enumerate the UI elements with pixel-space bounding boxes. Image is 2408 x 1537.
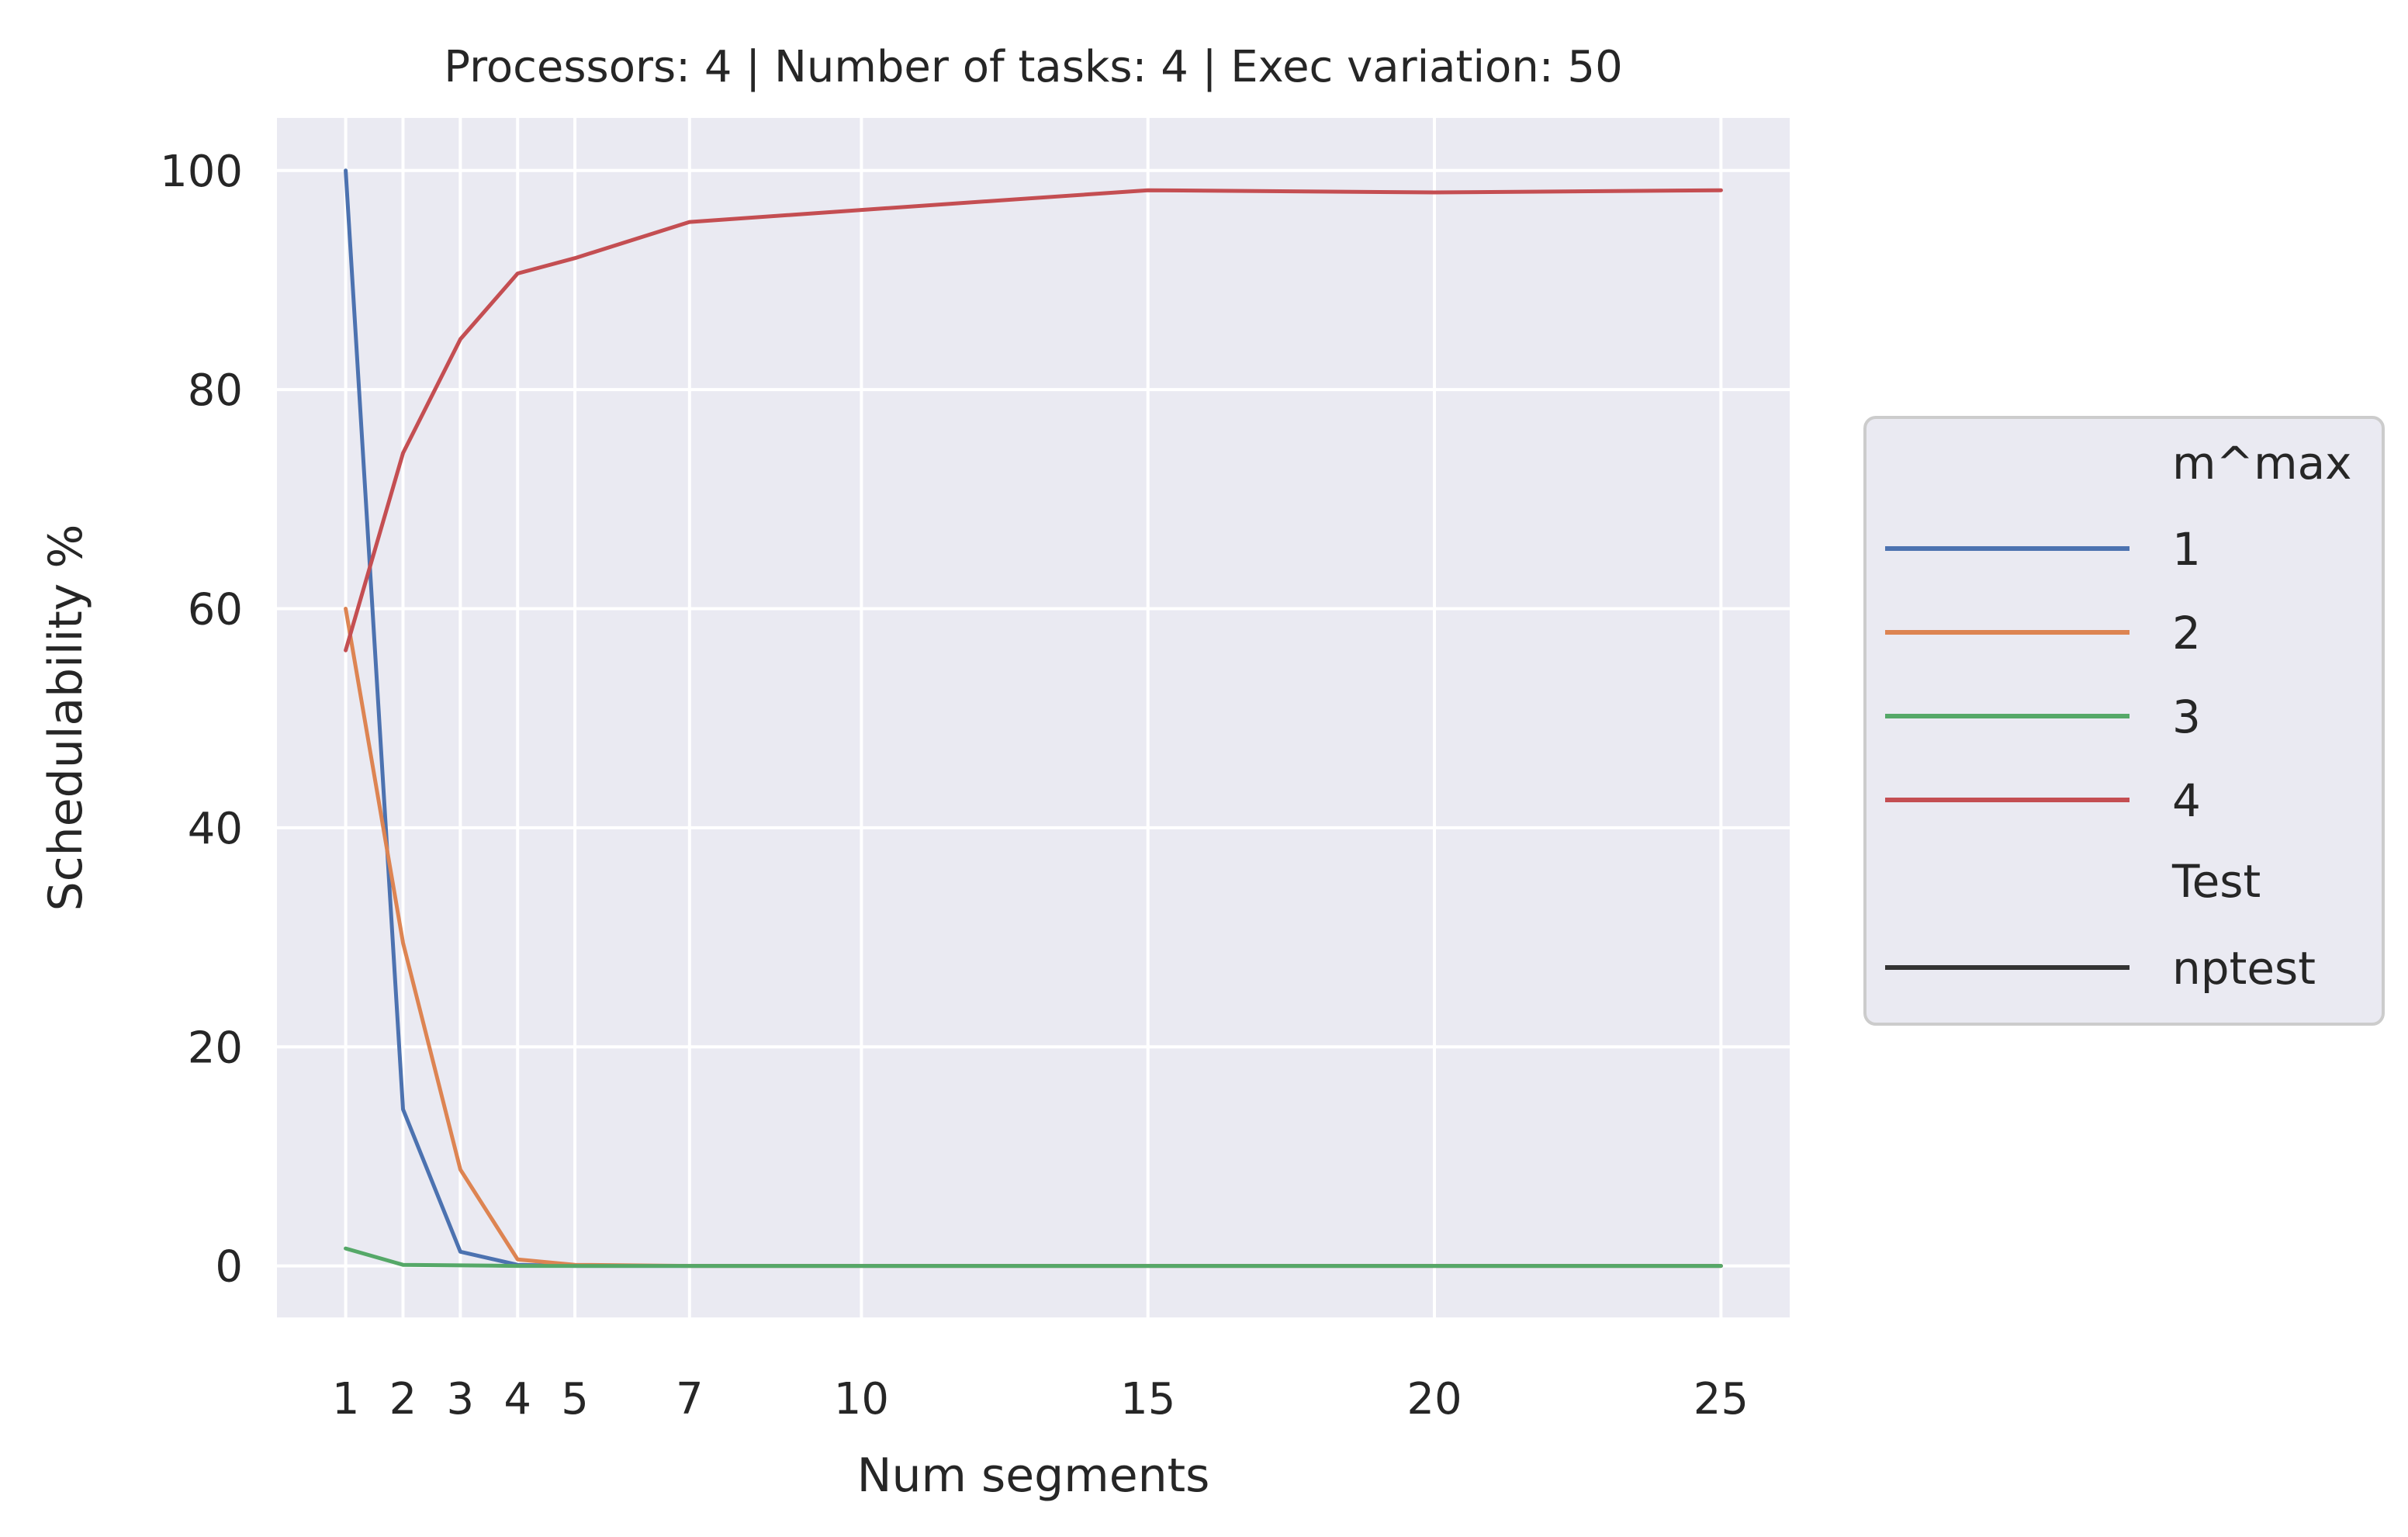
chart-title: Processors: 4 | Number of tasks: 4 | Exe… (444, 42, 1622, 92)
legend-style-title: Test (2171, 855, 2261, 908)
legend-box (1863, 416, 2385, 1026)
x-tick-label: 2 (389, 1374, 417, 1424)
legend-entries: 1 2 3 4 (1885, 523, 2201, 827)
series-lines (344, 168, 1723, 1269)
y-tick-label: 60 (188, 585, 243, 635)
gridlines (277, 118, 1790, 1317)
plot-area (277, 118, 1790, 1317)
y-tick-label: 100 (160, 147, 243, 197)
x-tick-label: 5 (561, 1374, 589, 1424)
x-tick-label: 15 (1120, 1374, 1175, 1424)
legend-label-1: 1 (2172, 523, 2201, 576)
legend-hue-title: m^max (2172, 437, 2351, 490)
series-line-4 (344, 188, 1723, 653)
x-tick-label: 7 (676, 1374, 704, 1424)
x-axis-ticks: 1 2 3 4 5 7 10 15 20 25 (332, 1374, 1749, 1424)
legend: m^max 1 2 3 4 Test nptest (1863, 416, 2385, 1026)
y-tick-label: 80 (188, 365, 243, 416)
legend-label-2: 2 (2172, 607, 2201, 659)
x-tick-label: 20 (1406, 1374, 1462, 1424)
y-tick-label: 40 (188, 804, 243, 854)
legend-style-label: nptest (2172, 942, 2316, 995)
x-tick-label: 3 (447, 1374, 475, 1424)
y-axis-label: Schedulability % (39, 524, 93, 912)
legend-label-4: 4 (2172, 774, 2201, 827)
legend-label-3: 3 (2172, 691, 2201, 743)
x-tick-label: 4 (503, 1374, 531, 1424)
y-tick-label: 0 (215, 1242, 243, 1293)
x-tick-label: 10 (834, 1374, 889, 1424)
y-tick-label: 20 (188, 1023, 243, 1073)
x-tick-label: 1 (332, 1374, 360, 1424)
x-tick-label: 25 (1694, 1374, 1749, 1424)
y-axis-ticks: 0 20 40 60 80 100 (160, 147, 243, 1293)
series-line-3 (344, 1246, 1723, 1269)
x-axis-label: Num segments (857, 1449, 1210, 1503)
